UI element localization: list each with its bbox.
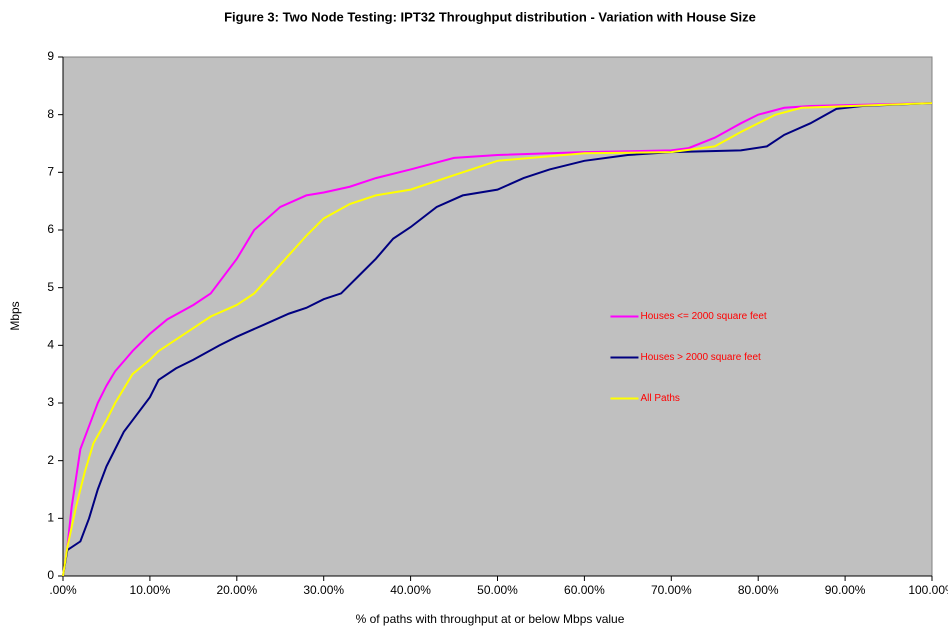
plot-area bbox=[62, 56, 933, 577]
legend-label: All Paths bbox=[640, 393, 679, 404]
x-tick-label: 90.00% bbox=[825, 583, 866, 597]
y-tick-label: 3 bbox=[47, 395, 54, 409]
x-tick-label: 100.00% bbox=[908, 583, 948, 597]
x-tick-label: 80.00% bbox=[738, 583, 779, 597]
x-tick-label: 10.00% bbox=[130, 583, 171, 597]
y-tick-label: 6 bbox=[47, 222, 54, 236]
x-tick-label: 60.00% bbox=[564, 583, 605, 597]
x-tick-label: .00% bbox=[49, 583, 77, 597]
y-tick-label: 9 bbox=[47, 49, 54, 63]
legend-label: Houses > 2000 square feet bbox=[640, 352, 761, 363]
y-tick-label: 0 bbox=[47, 568, 54, 582]
chart-title: Figure 3: Two Node Testing: IPT32 Throug… bbox=[224, 9, 756, 24]
y-tick-label: 8 bbox=[47, 107, 54, 121]
y-axis-label: Mbps bbox=[8, 301, 22, 330]
y-tick-label: 4 bbox=[47, 338, 54, 352]
x-tick-label: 40.00% bbox=[390, 583, 431, 597]
x-tick-label: 70.00% bbox=[651, 583, 692, 597]
x-axis-label: % of paths with throughput at or below M… bbox=[356, 612, 625, 626]
x-tick-label: 30.00% bbox=[303, 583, 344, 597]
series-line bbox=[62, 102, 933, 577]
legend-label: Houses <= 2000 square feet bbox=[640, 311, 766, 322]
x-tick-label: 50.00% bbox=[477, 583, 518, 597]
y-tick-label: 2 bbox=[47, 453, 54, 467]
x-tick-label: 20.00% bbox=[216, 583, 257, 597]
series-line bbox=[62, 102, 933, 577]
y-tick-label: 7 bbox=[47, 165, 54, 179]
series-line bbox=[62, 102, 933, 577]
y-tick-label: 1 bbox=[47, 511, 54, 525]
y-tick-label: 5 bbox=[47, 280, 54, 294]
